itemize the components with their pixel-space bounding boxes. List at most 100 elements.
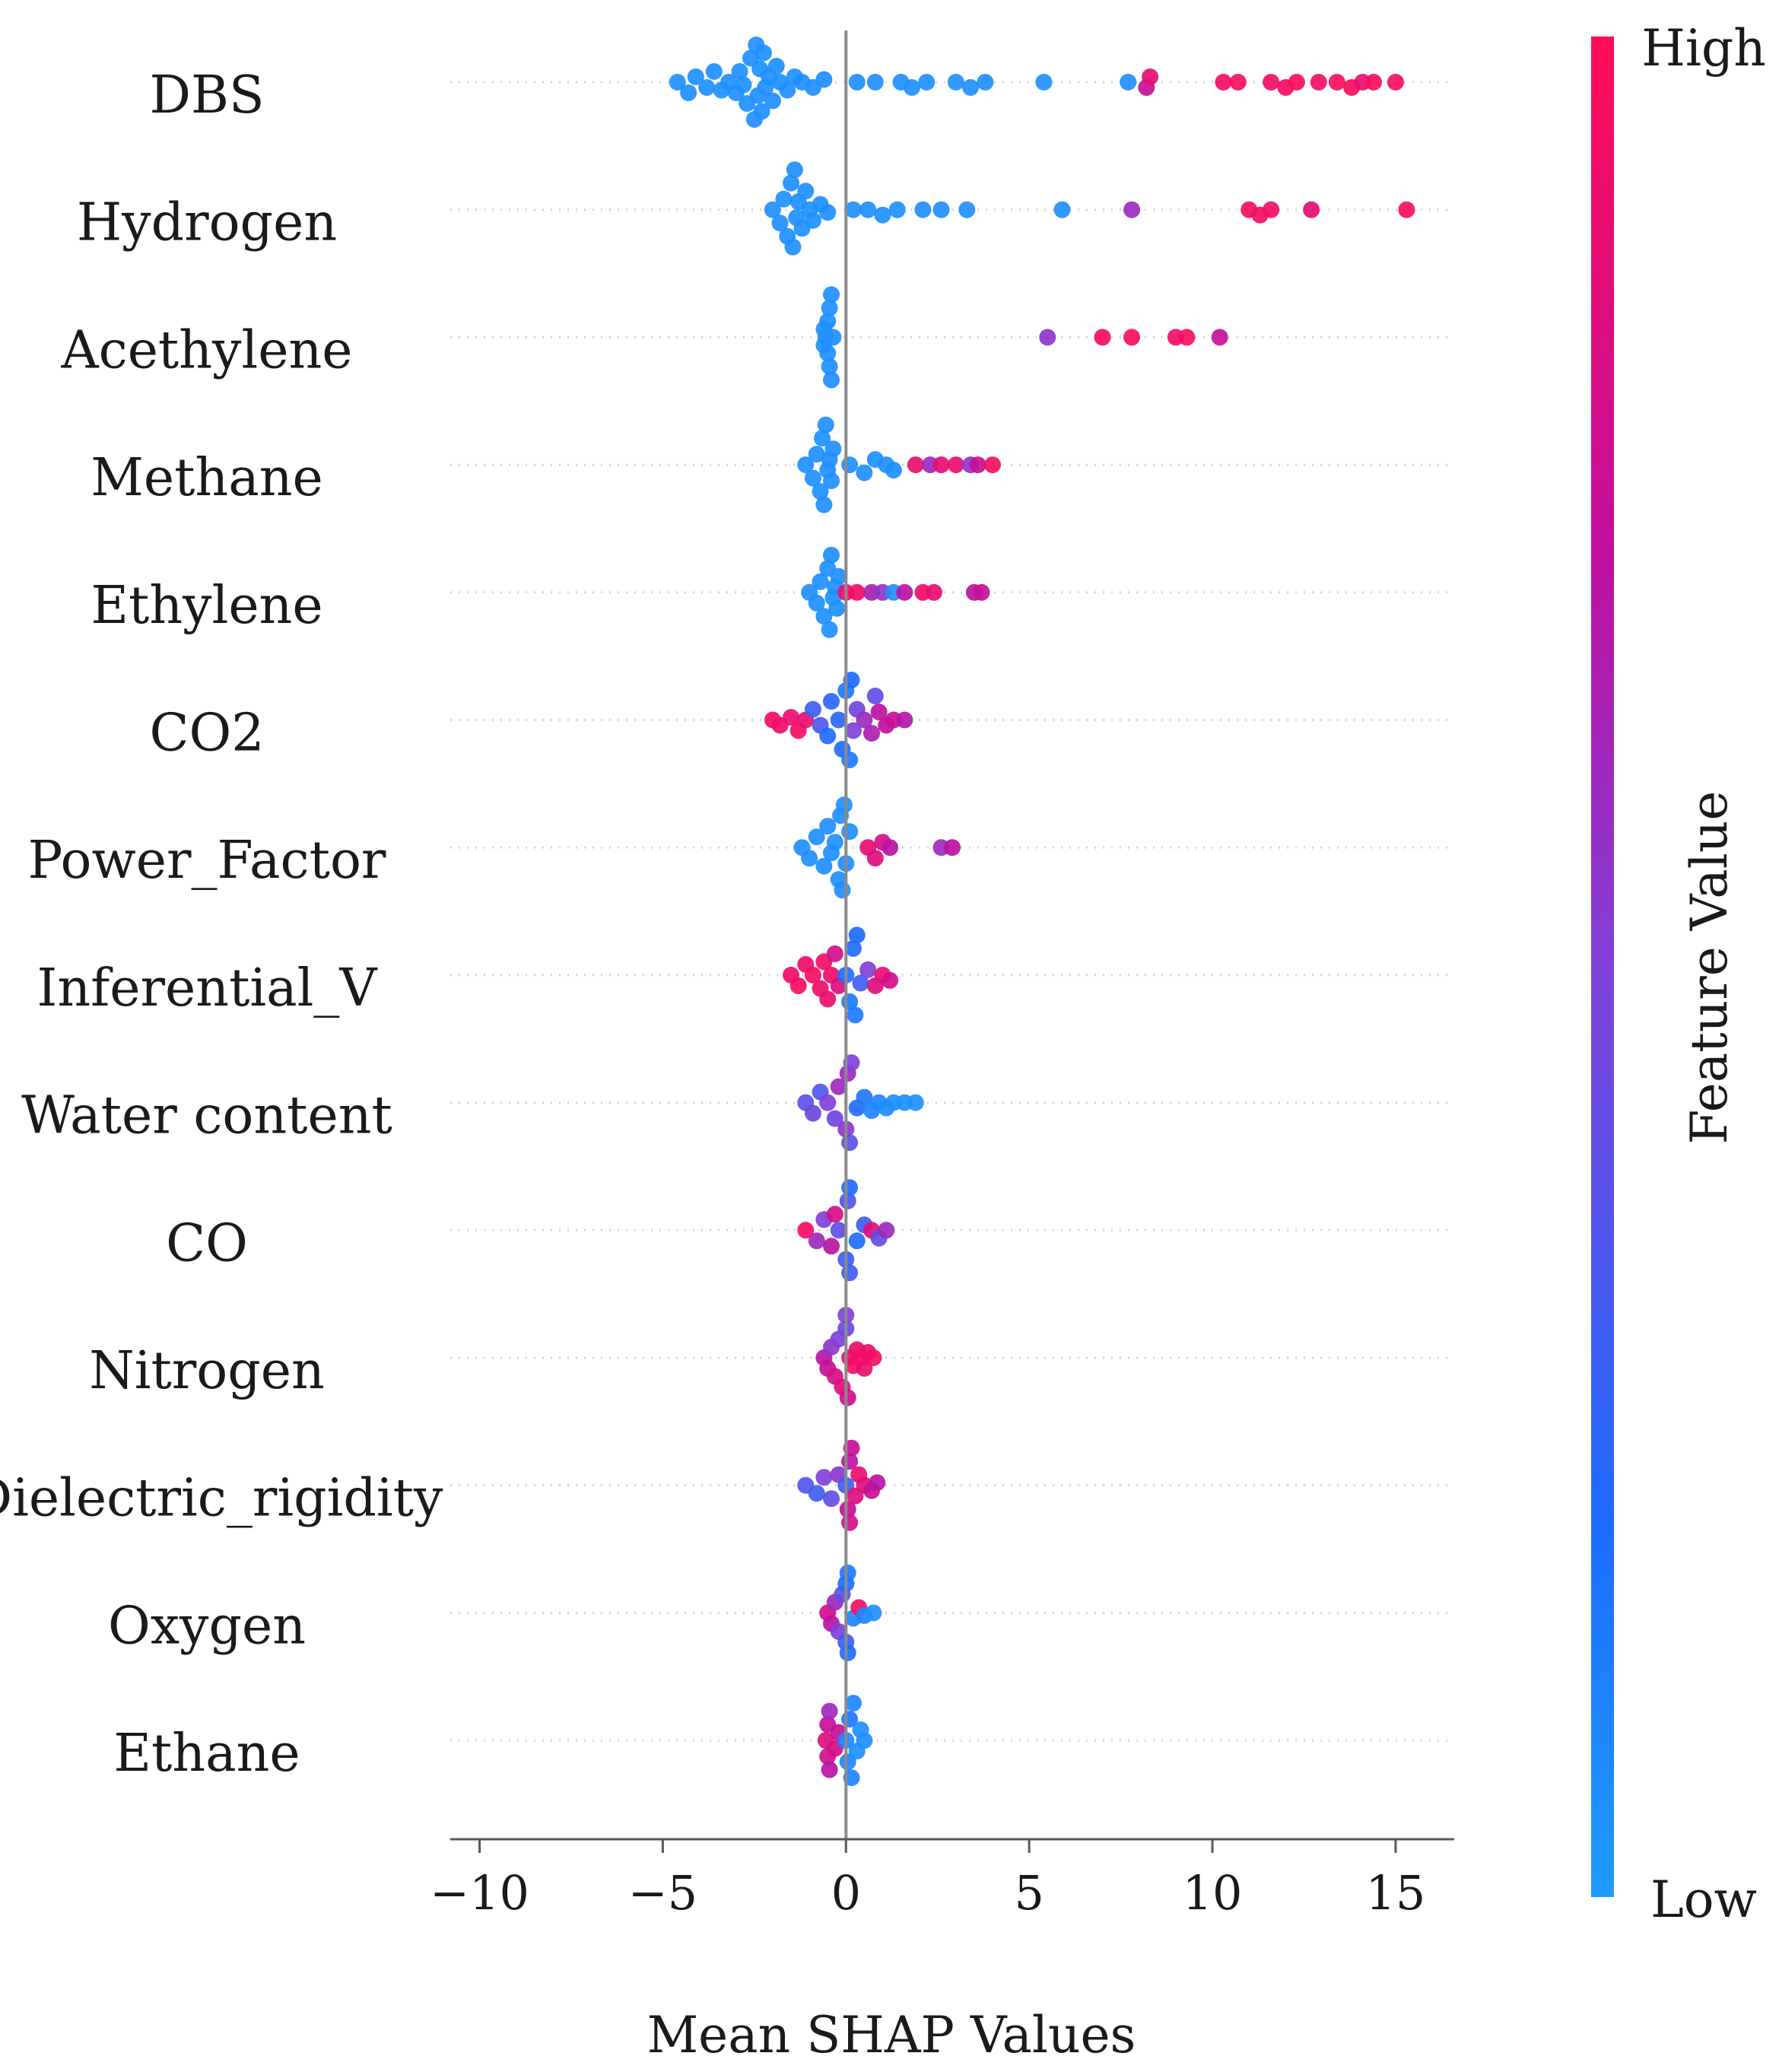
shap-point — [813, 430, 831, 447]
shap-point — [1039, 329, 1056, 346]
shap-point — [821, 621, 838, 638]
shap-point — [839, 1192, 856, 1209]
x-tick-label: −10 — [430, 1865, 529, 1921]
x-tick-label: 10 — [1183, 1865, 1243, 1921]
shap-point — [826, 1110, 843, 1127]
x-tick-label: 5 — [1014, 1865, 1044, 1921]
shap-point — [804, 701, 821, 718]
shap-point — [784, 238, 802, 256]
shap-point — [1035, 74, 1053, 91]
shap-point — [824, 440, 842, 458]
shap-point — [823, 286, 840, 303]
shap-point — [1229, 74, 1247, 91]
shap-point — [808, 828, 825, 846]
shap-point — [819, 204, 837, 221]
shap-point — [815, 496, 833, 513]
feature-label: Hydrogen — [77, 193, 337, 253]
shap-point — [841, 1179, 859, 1196]
feature-label: CO2 — [149, 704, 264, 764]
x-tick-label: 0 — [831, 1865, 861, 1921]
shap-point — [826, 945, 843, 962]
shap-point — [1398, 201, 1415, 218]
shap-point — [812, 483, 829, 501]
shap-point — [841, 1134, 859, 1152]
points-dielectric-rigidity — [797, 1439, 886, 1531]
shap-point — [819, 990, 837, 1008]
shap-point — [869, 1474, 886, 1492]
shap-point — [907, 456, 924, 474]
shap-point — [808, 594, 825, 612]
shap-point — [731, 63, 748, 80]
shap-point — [863, 725, 881, 742]
feature-label: Methane — [91, 448, 323, 508]
shap-point — [824, 329, 842, 346]
shap-point — [835, 796, 853, 814]
shap-point — [705, 63, 723, 80]
shap-point — [830, 567, 847, 585]
shap-point — [735, 76, 752, 94]
shap-point — [904, 79, 921, 96]
shap-point — [856, 1088, 873, 1106]
shap-point — [859, 201, 877, 218]
shap-point — [771, 215, 789, 232]
shap-point — [783, 709, 800, 726]
x-axis: −10 −5 0 5 10 15 — [430, 1838, 1454, 1921]
shap-point — [907, 1094, 924, 1111]
shap-point — [754, 44, 772, 62]
shap-point — [830, 1078, 847, 1095]
shap-point — [958, 201, 976, 218]
shap-point — [819, 1094, 837, 1111]
shap-point — [815, 857, 833, 875]
shap-point — [815, 71, 833, 88]
shap-point — [808, 1485, 825, 1502]
points-oxygen — [819, 1564, 882, 1661]
shap-point — [1263, 74, 1280, 91]
colorbar-gradient — [1591, 37, 1614, 1897]
feature-label: Acethylene — [61, 320, 353, 380]
shap-point — [823, 472, 840, 490]
shap-point — [888, 201, 906, 218]
feature-labels: DBS Hydrogen Acethylene Methane Ethylene CO2 P… — [0, 65, 443, 1784]
shap-point — [1263, 201, 1280, 218]
shap-point — [841, 456, 859, 474]
shap-point — [896, 583, 913, 601]
shap-point — [764, 201, 781, 218]
shap-point — [841, 752, 859, 768]
shap-point — [1123, 329, 1141, 346]
colorbar-title: Feature Value — [1680, 791, 1739, 1145]
shap-point — [821, 358, 838, 375]
shap-point — [804, 1104, 821, 1122]
shap-point — [789, 977, 807, 994]
shap-point — [1178, 329, 1196, 346]
colorbar-low-label: Low — [1650, 1870, 1757, 1929]
feature-label: DBS — [149, 65, 264, 126]
shap-point — [848, 926, 866, 944]
shap-point — [786, 161, 803, 179]
shap-point — [1328, 74, 1345, 91]
shap-point — [698, 79, 716, 96]
colorbar-high-label: High — [1641, 19, 1765, 78]
shap-point — [764, 92, 781, 110]
shap-point — [1288, 74, 1305, 91]
shap-point — [852, 974, 869, 992]
shap-point — [834, 882, 851, 899]
shap-point — [801, 850, 818, 867]
feature-gridlines — [450, 81, 1454, 1742]
shap-point — [839, 1501, 856, 1518]
shap-point — [808, 1232, 825, 1250]
shap-point — [804, 966, 821, 984]
x-axis-title: Mean SHAP Values — [647, 2006, 1136, 2064]
shap-point — [925, 583, 942, 601]
shap-point — [944, 839, 961, 856]
points-acethylene — [815, 286, 1228, 389]
shap-point — [841, 1264, 859, 1282]
feature-label: Ethane — [113, 1724, 300, 1784]
shap-point — [1387, 74, 1404, 91]
shap-point — [1094, 329, 1111, 346]
shap-point — [823, 546, 840, 564]
shap-point — [882, 839, 899, 856]
shap-point — [947, 74, 964, 91]
shap-point — [878, 1222, 895, 1239]
shap-point — [865, 1349, 882, 1366]
shap-point — [932, 201, 950, 218]
